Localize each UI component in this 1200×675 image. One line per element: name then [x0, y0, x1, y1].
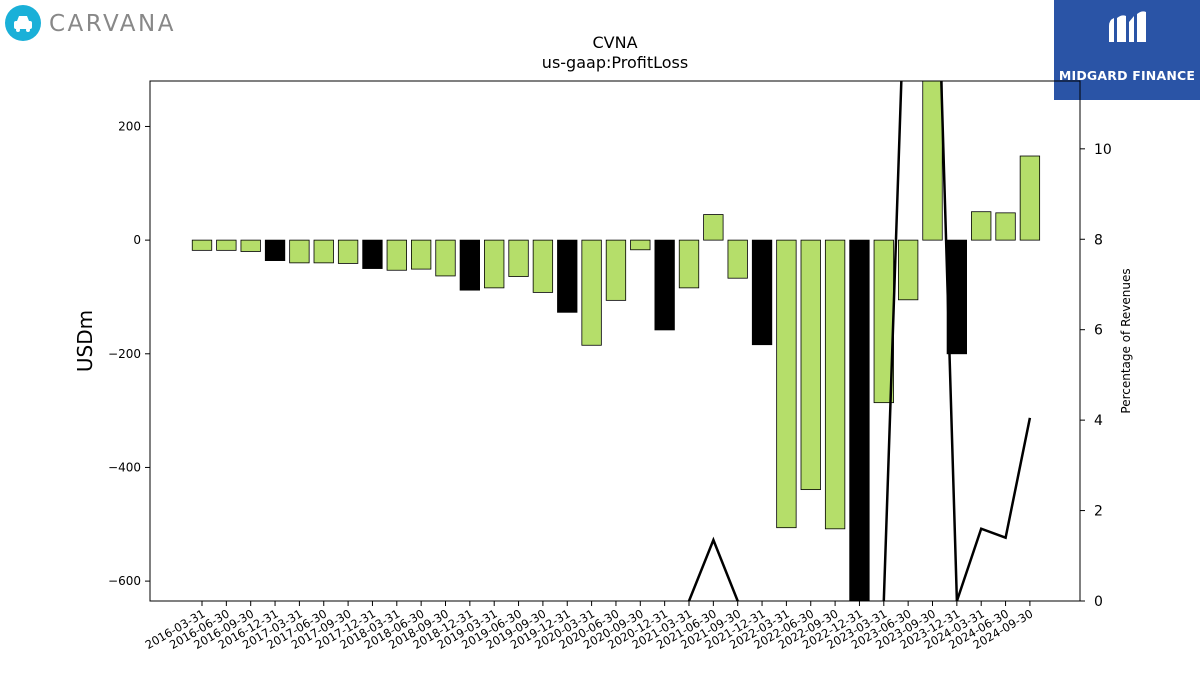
bar — [703, 214, 724, 241]
bar — [654, 239, 675, 331]
midgard-finance-logo: MIDGARD FINANCE — [1054, 0, 1200, 100]
bar — [898, 239, 919, 301]
bar — [995, 212, 1016, 241]
bar — [800, 239, 821, 491]
bar — [776, 239, 797, 529]
bar — [849, 239, 870, 601]
bar — [751, 239, 773, 346]
y-tick-label: −600 — [108, 574, 141, 588]
bar — [435, 239, 456, 277]
y2-tick-label: 0 — [1094, 594, 1103, 610]
bar — [557, 239, 578, 313]
bar — [484, 239, 505, 289]
bar — [386, 239, 407, 271]
midgard-finance-wordmark: MIDGARD FINANCE — [1058, 68, 1196, 83]
chart-subtitle: us-gaap:ProfitLoss — [542, 53, 688, 72]
carvana-logo-graphic: CARVANA — [5, 5, 176, 41]
percentage-line — [955, 417, 1032, 601]
bar — [216, 239, 237, 251]
percentage-line — [687, 536, 739, 601]
bar — [191, 239, 213, 251]
y-axis-label: USDm — [73, 310, 97, 372]
carvana-logo: CARVANA — [5, 5, 205, 45]
bar — [240, 239, 261, 252]
bar — [410, 239, 432, 270]
percentage-line — [882, 81, 959, 601]
bar — [362, 239, 383, 269]
plot-clip-group — [191, 81, 1041, 601]
y2-tick-label: 6 — [1094, 323, 1103, 339]
y2-tick-label: 10 — [1094, 142, 1112, 158]
bar — [678, 239, 700, 289]
bar — [337, 239, 359, 264]
plot-frame — [149, 80, 1081, 602]
car-icon — [14, 16, 32, 32]
plot-area: −600−400−200020002468102016-03-312016-06… — [108, 80, 1112, 652]
chart-title: CVNA — [592, 33, 637, 52]
y-tick-label: 0 — [133, 233, 141, 247]
bar — [971, 211, 992, 241]
midgard-emblem-icon — [1109, 11, 1146, 43]
bar — [727, 239, 748, 279]
bar — [264, 239, 286, 261]
bar — [459, 239, 481, 291]
bar — [508, 239, 529, 277]
bar — [605, 239, 627, 301]
y2-tick-label: 4 — [1094, 413, 1103, 429]
bar — [630, 239, 651, 251]
y2-axis-label: Percentage of Revenues — [1119, 268, 1133, 413]
carvana-wordmark: CARVANA — [49, 11, 176, 37]
bar — [313, 239, 334, 264]
bar — [824, 239, 846, 530]
y-tick-label: 200 — [118, 119, 141, 133]
y2-tick-label: 2 — [1094, 504, 1103, 520]
y2-tick-label: 8 — [1094, 232, 1103, 248]
y-tick-label: −200 — [108, 347, 141, 361]
y-tick-label: −400 — [108, 460, 141, 474]
bar — [1019, 155, 1041, 241]
bar — [532, 239, 554, 293]
bar — [289, 239, 310, 264]
bar — [581, 239, 602, 346]
bar — [922, 81, 943, 241]
